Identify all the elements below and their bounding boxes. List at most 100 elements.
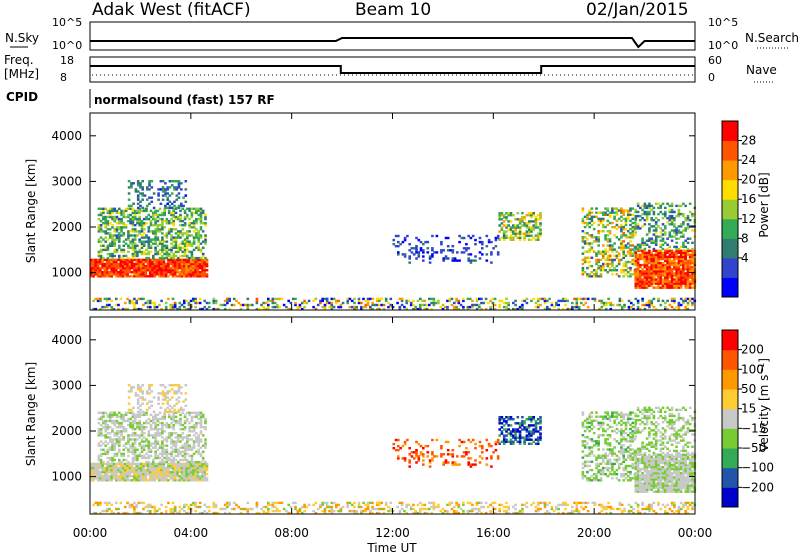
range-gate-cell (431, 453, 434, 456)
range-gate-cell (489, 307, 492, 311)
range-gate-cell (348, 297, 352, 301)
range-gate-cell (525, 232, 529, 235)
range-gate-cell (583, 425, 587, 429)
range-gate-cell (136, 458, 139, 462)
range-gate-cell (622, 448, 625, 451)
range-gate-cell (177, 236, 180, 239)
range-gate-cell (135, 258, 138, 262)
range-gate-cell (161, 428, 164, 431)
range-gate-cell (397, 245, 400, 248)
range-gate-cell (611, 454, 614, 457)
range-gate-cell (175, 206, 179, 210)
range-gate-cell (188, 448, 191, 451)
range-gate-cell (120, 454, 123, 458)
range-gate-cell (127, 454, 130, 458)
range-gate-cell (144, 264, 148, 268)
range-gate-cell (177, 436, 180, 439)
range-gate-cell (330, 307, 334, 311)
range-gate-cell (174, 254, 178, 258)
range-gate-cell (462, 297, 465, 301)
range-gate-cell (641, 255, 644, 259)
range-gate-cell (408, 249, 411, 252)
range-gate-cell (435, 234, 439, 238)
range-gate-cell (611, 244, 614, 247)
range-gate-cell (167, 252, 171, 256)
range-gate-cell (155, 258, 159, 262)
range-gate-cell (120, 452, 123, 456)
range-gate-cell (521, 216, 524, 219)
range-gate-cell (502, 442, 506, 445)
range-gate-cell (581, 421, 585, 425)
range-gate-cell (194, 475, 197, 478)
range-gate-cell (130, 470, 134, 474)
range-gate-cell (431, 459, 434, 462)
range-gate-cell (183, 248, 187, 252)
range-gate-cell (346, 299, 349, 303)
range-gate-cell (149, 209, 153, 213)
range-gate-cell (539, 416, 542, 419)
range-gate-cell (485, 234, 489, 238)
range-gate-cell (691, 212, 694, 216)
range-gate-cell (192, 258, 195, 262)
range-gate-cell (188, 411, 191, 414)
range-gate-cell (138, 248, 141, 252)
range-gate-cell (502, 434, 506, 437)
range-gate-cell (536, 430, 540, 433)
range-gate-cell (539, 438, 542, 441)
range-gate-cell (183, 444, 187, 447)
range-gate-cell (103, 466, 107, 470)
range-gate-cell (527, 430, 531, 433)
range-gate-cell (170, 242, 173, 245)
range-gate-cell (523, 234, 526, 237)
range-gate-cell (158, 464, 161, 468)
range-gate-cell (666, 274, 669, 277)
range-gate-cell (127, 198, 131, 201)
range-gate-cell (422, 251, 425, 254)
range-gate-cell (158, 260, 161, 264)
range-gate-cell (187, 260, 191, 264)
range-gate-cell (502, 234, 506, 237)
range-gate-cell (160, 269, 163, 272)
range-gate-cell (197, 240, 200, 243)
range-gate-cell (588, 260, 591, 264)
range-gate-cell (187, 307, 191, 311)
range-gate-cell (97, 417, 101, 421)
range-gate-cell (133, 224, 137, 227)
range-gate-cell (588, 234, 591, 237)
range-gate-cell (634, 276, 638, 279)
range-gate-cell (636, 245, 640, 249)
range-gate-cell (104, 440, 107, 443)
range-gate-cell (92, 273, 95, 276)
range-gate-cell (139, 273, 143, 276)
range-gate-cell (115, 438, 119, 441)
range-gate-cell (149, 479, 152, 482)
range-gate-cell (403, 238, 407, 242)
range-gate-cell (415, 440, 418, 444)
range-gate-cell (595, 275, 598, 278)
range-gate-cell (666, 237, 669, 240)
range-gate-cell (177, 440, 180, 443)
colorbar-segment (722, 140, 738, 161)
range-gate-cell (536, 422, 540, 425)
range-gate-cell (631, 217, 635, 221)
range-gate-cell (174, 250, 178, 254)
range-gate-cell (675, 227, 678, 230)
range-gate-cell (133, 269, 136, 272)
range-gate-cell (541, 297, 545, 301)
range-gate-cell (96, 273, 100, 276)
range-gate-cell (670, 282, 674, 285)
range-gate-cell (661, 286, 665, 289)
range-gate-cell (111, 446, 114, 449)
range-gate-cell (168, 384, 172, 387)
range-gate-cell (670, 229, 674, 232)
range-gate-cell (679, 235, 683, 238)
range-gate-cell (408, 459, 411, 462)
range-gate-cell (516, 307, 520, 311)
range-gate-cell (518, 422, 522, 425)
range-gate-cell (166, 206, 169, 210)
range-gate-cell (622, 248, 625, 251)
range-gate-cell (636, 243, 640, 246)
range-gate-cell (164, 182, 167, 185)
range-gate-cell (155, 266, 159, 270)
range-gate-cell (654, 229, 658, 232)
